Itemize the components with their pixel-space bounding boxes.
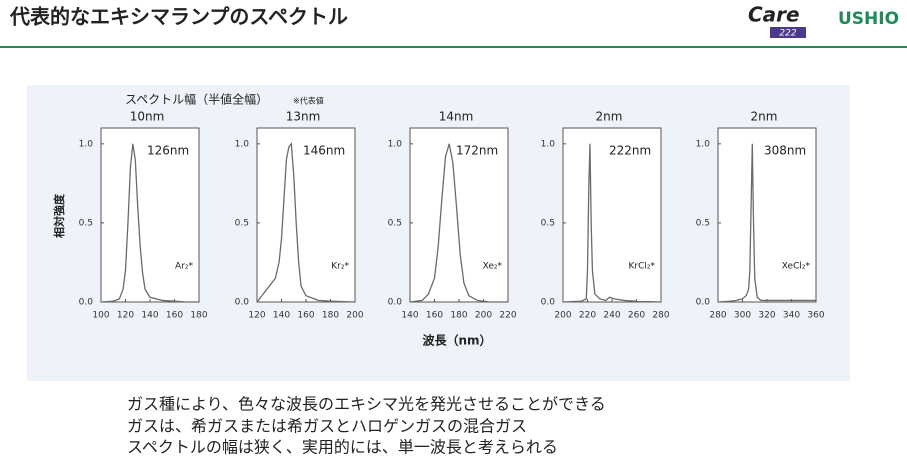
x-tick-label: 300 — [734, 311, 751, 321]
x-tick-label: 120 — [117, 311, 134, 321]
x-tick-label: 140 — [273, 311, 290, 321]
x-tick-label: 220 — [579, 311, 596, 321]
logo-badge — [770, 27, 806, 38]
slide-title: 代表的なエキシマランプのスペクトル — [9, 5, 348, 29]
spectrum-line — [562, 143, 662, 303]
species-label: Xe₂* — [483, 262, 503, 272]
spectrum-line — [100, 143, 199, 303]
y-tick-label: 0.5 — [388, 218, 402, 228]
peak-label: 172nm — [456, 144, 498, 158]
x-tick-label: 160 — [426, 311, 443, 321]
width-label: 10nm — [130, 110, 165, 124]
y-tick-label: 0.0 — [235, 298, 250, 308]
spectrum-line — [409, 143, 508, 303]
x-tick-label: 120 — [248, 311, 265, 321]
y-tick-label: 1.0 — [388, 139, 403, 149]
peak-label: 126nm — [147, 144, 189, 158]
x-tick-label: 100 — [92, 311, 109, 321]
peak-label: 222nm — [609, 144, 651, 158]
x-tick-label: 360 — [807, 311, 824, 321]
species-label: XeCl₂* — [782, 262, 811, 272]
logo-care: Care — [748, 3, 800, 27]
plot-frame — [562, 127, 662, 303]
width-label: 2nm — [596, 110, 623, 124]
y-axis-label: 相対強度 — [52, 193, 66, 238]
x-tick-label: 180 — [322, 311, 339, 321]
x-tick-label: 280 — [709, 311, 726, 321]
x-tick-label: 140 — [401, 311, 418, 321]
y-tick-label: 0.0 — [388, 298, 403, 308]
species-label: KrCl₂* — [629, 262, 656, 272]
x-tick-label: 160 — [166, 311, 183, 321]
x-tick-label: 320 — [758, 311, 775, 321]
y-tick-label: 0.0 — [79, 298, 94, 308]
x-tick-label: 200 — [346, 311, 363, 321]
bullet: スペクトルの幅は狭く、実用的には、単一波長と考えられる — [127, 438, 558, 457]
y-tick-label: 0.0 — [541, 298, 556, 308]
x-tick-label: 340 — [783, 311, 800, 321]
plot-frame — [717, 127, 817, 303]
logo-brand: USHIO — [838, 9, 899, 29]
y-tick-label: 1.0 — [79, 139, 94, 149]
x-tick-label: 160 — [297, 311, 314, 321]
y-tick-label: 1.0 — [541, 139, 556, 149]
width-label: 14nm — [439, 110, 474, 124]
y-tick-label: 0.5 — [235, 218, 249, 228]
y-tick-label: 0.0 — [696, 298, 711, 308]
x-tick-label: 180 — [190, 311, 207, 321]
y-tick-label: 1.0 — [696, 139, 711, 149]
peak-label: 146nm — [303, 144, 345, 158]
species-label: Kr₂* — [331, 262, 349, 272]
panel-note: ※代表値 — [293, 96, 324, 106]
logo-222: 222 — [779, 29, 796, 39]
bullet: ガス種により、色々な波長のエキシマ光を発光させることができる — [127, 395, 606, 414]
spectrum-line — [717, 143, 816, 303]
x-tick-label: 140 — [141, 311, 158, 321]
bullet: ガスは、希ガスまたは希ガスとハロゲンガスの混合ガス — [127, 417, 527, 436]
x-tick-label: 240 — [603, 311, 620, 321]
x-tick-label: 180 — [450, 311, 467, 321]
spectrum-line — [256, 142, 356, 303]
y-tick-label: 0.5 — [541, 218, 555, 228]
plot-frame — [100, 127, 200, 303]
plot-frame — [409, 127, 509, 303]
x-tick-label: 200 — [554, 311, 571, 321]
x-tick-label: 220 — [499, 311, 516, 321]
x-tick-label: 200 — [475, 311, 492, 321]
x-axis-label: 波長（nm） — [422, 333, 491, 348]
species-label: Ar₂* — [175, 262, 193, 272]
width-label: 13nm — [286, 110, 321, 124]
width-label: 2nm — [751, 110, 778, 124]
x-tick-label: 260 — [628, 311, 645, 321]
y-tick-label: 0.5 — [696, 218, 710, 228]
y-tick-label: 1.0 — [235, 139, 250, 149]
y-tick-label: 0.5 — [79, 218, 93, 228]
x-tick-label: 280 — [652, 311, 669, 321]
panel-heading: スペクトル幅（半値全幅） — [125, 92, 268, 107]
peak-label: 308nm — [764, 144, 806, 158]
